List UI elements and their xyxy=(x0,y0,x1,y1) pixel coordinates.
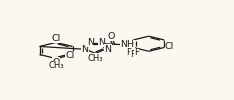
Text: F: F xyxy=(134,48,139,57)
Text: F: F xyxy=(126,48,131,57)
Text: N: N xyxy=(81,45,88,54)
Text: CH₃: CH₃ xyxy=(88,54,103,62)
Text: O: O xyxy=(107,32,115,41)
Text: F: F xyxy=(130,50,135,59)
Text: Cl: Cl xyxy=(65,51,74,60)
Text: N: N xyxy=(87,38,94,47)
Text: Cl: Cl xyxy=(165,42,174,51)
Text: N: N xyxy=(104,45,111,54)
Text: CH₃: CH₃ xyxy=(48,61,64,70)
Text: Cl: Cl xyxy=(52,34,61,43)
Text: N: N xyxy=(98,38,105,47)
Text: NH: NH xyxy=(120,40,134,49)
Text: O: O xyxy=(52,57,60,67)
